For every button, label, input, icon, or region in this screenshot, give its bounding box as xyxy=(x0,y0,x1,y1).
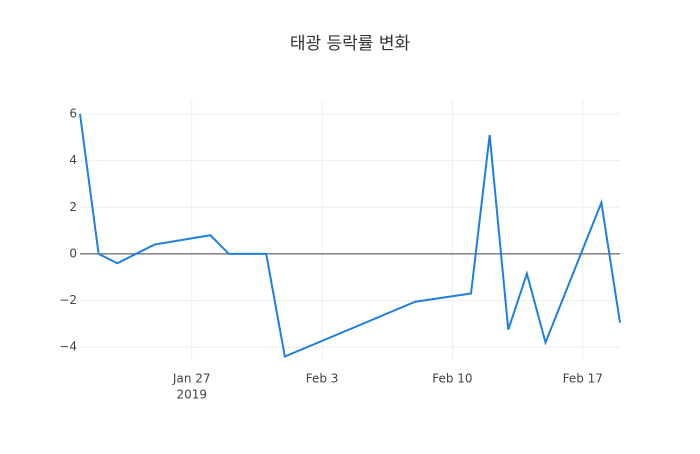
y-tick-label: −2 xyxy=(59,293,77,307)
x-tick-label: Feb 10 xyxy=(432,372,472,386)
x-tick-label: Feb 3 xyxy=(306,372,339,386)
y-tick-label: 2 xyxy=(69,200,77,214)
y-tick-label: 6 xyxy=(69,106,77,120)
data-line xyxy=(79,113,621,358)
y-tick-label: 4 xyxy=(69,153,77,167)
y-tick-label: −4 xyxy=(59,340,77,354)
x-tick-label: Jan 27 xyxy=(172,372,211,386)
x-year-label: 2019 xyxy=(176,388,207,402)
y-tick-label: 0 xyxy=(69,246,77,260)
chart-title: 태광 등락률 변화 xyxy=(290,34,411,54)
x-tick-label: Feb 17 xyxy=(563,372,603,386)
